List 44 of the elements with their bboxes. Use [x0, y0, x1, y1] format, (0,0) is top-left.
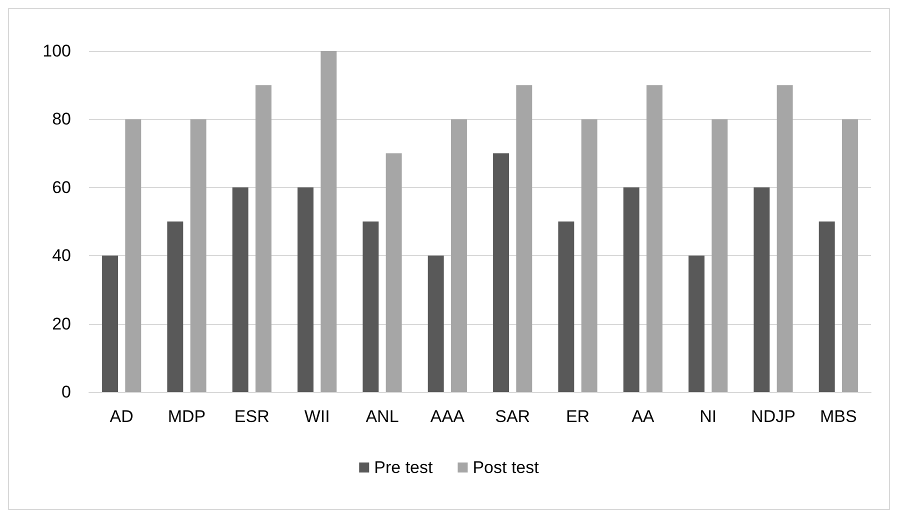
bar [125, 119, 142, 392]
bar [232, 187, 248, 392]
y-tick-label: 40 [52, 246, 71, 266]
x-tick-label: AD [110, 407, 134, 426]
bar [581, 119, 598, 392]
bar [298, 187, 314, 392]
bar [167, 222, 184, 392]
bar [842, 119, 858, 392]
bar [558, 222, 574, 392]
y-tick-label: 0 [62, 382, 71, 402]
legend-label: Pre test [374, 458, 433, 477]
bar [818, 222, 835, 392]
x-tick-label: AA [632, 407, 655, 426]
bar [386, 153, 402, 392]
x-tick-label: NDJP [751, 407, 796, 426]
bar [754, 187, 770, 392]
bar [712, 119, 728, 392]
x-tick-label: ANL [366, 407, 399, 426]
bar [190, 119, 206, 392]
x-tick-label: WII [304, 407, 330, 426]
bar [102, 256, 118, 392]
bar [320, 51, 337, 392]
bar [646, 85, 662, 392]
bar [516, 85, 532, 392]
bar [776, 85, 793, 392]
x-tick-label: ER [566, 407, 590, 426]
y-tick-label: 60 [52, 178, 71, 197]
x-tick-label: MBS [820, 407, 857, 426]
x-tick-label: SAR [495, 407, 530, 426]
y-tick-label: 80 [52, 110, 71, 129]
bar [451, 119, 467, 392]
bar [362, 222, 379, 392]
x-tick-label: ESR [234, 407, 270, 426]
bar [688, 256, 704, 392]
bar [493, 153, 509, 392]
bar [623, 187, 640, 392]
y-tick-label: 100 [42, 42, 71, 60]
bar [256, 85, 272, 392]
x-tick-label: NI [700, 407, 717, 426]
x-tick-label: MDP [168, 407, 206, 426]
legend-label: Post test [472, 458, 540, 477]
x-tick-label: AAA [430, 407, 466, 426]
y-tick-label: 20 [52, 314, 71, 334]
bar [428, 256, 444, 392]
